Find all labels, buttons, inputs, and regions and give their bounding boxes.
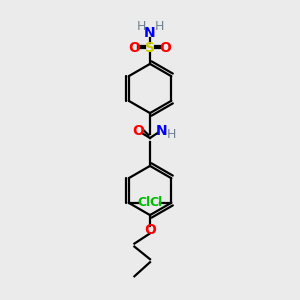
Text: H: H [136,20,146,33]
Text: Cl: Cl [149,196,162,209]
Text: O: O [132,124,144,138]
Text: O: O [144,223,156,236]
Text: O: O [128,41,140,55]
Text: Cl: Cl [138,196,151,209]
Text: S: S [145,41,155,55]
Text: H: H [167,128,176,141]
Text: N: N [156,124,167,138]
Text: O: O [160,41,172,55]
Text: H: H [154,20,164,33]
Text: N: N [144,26,156,40]
